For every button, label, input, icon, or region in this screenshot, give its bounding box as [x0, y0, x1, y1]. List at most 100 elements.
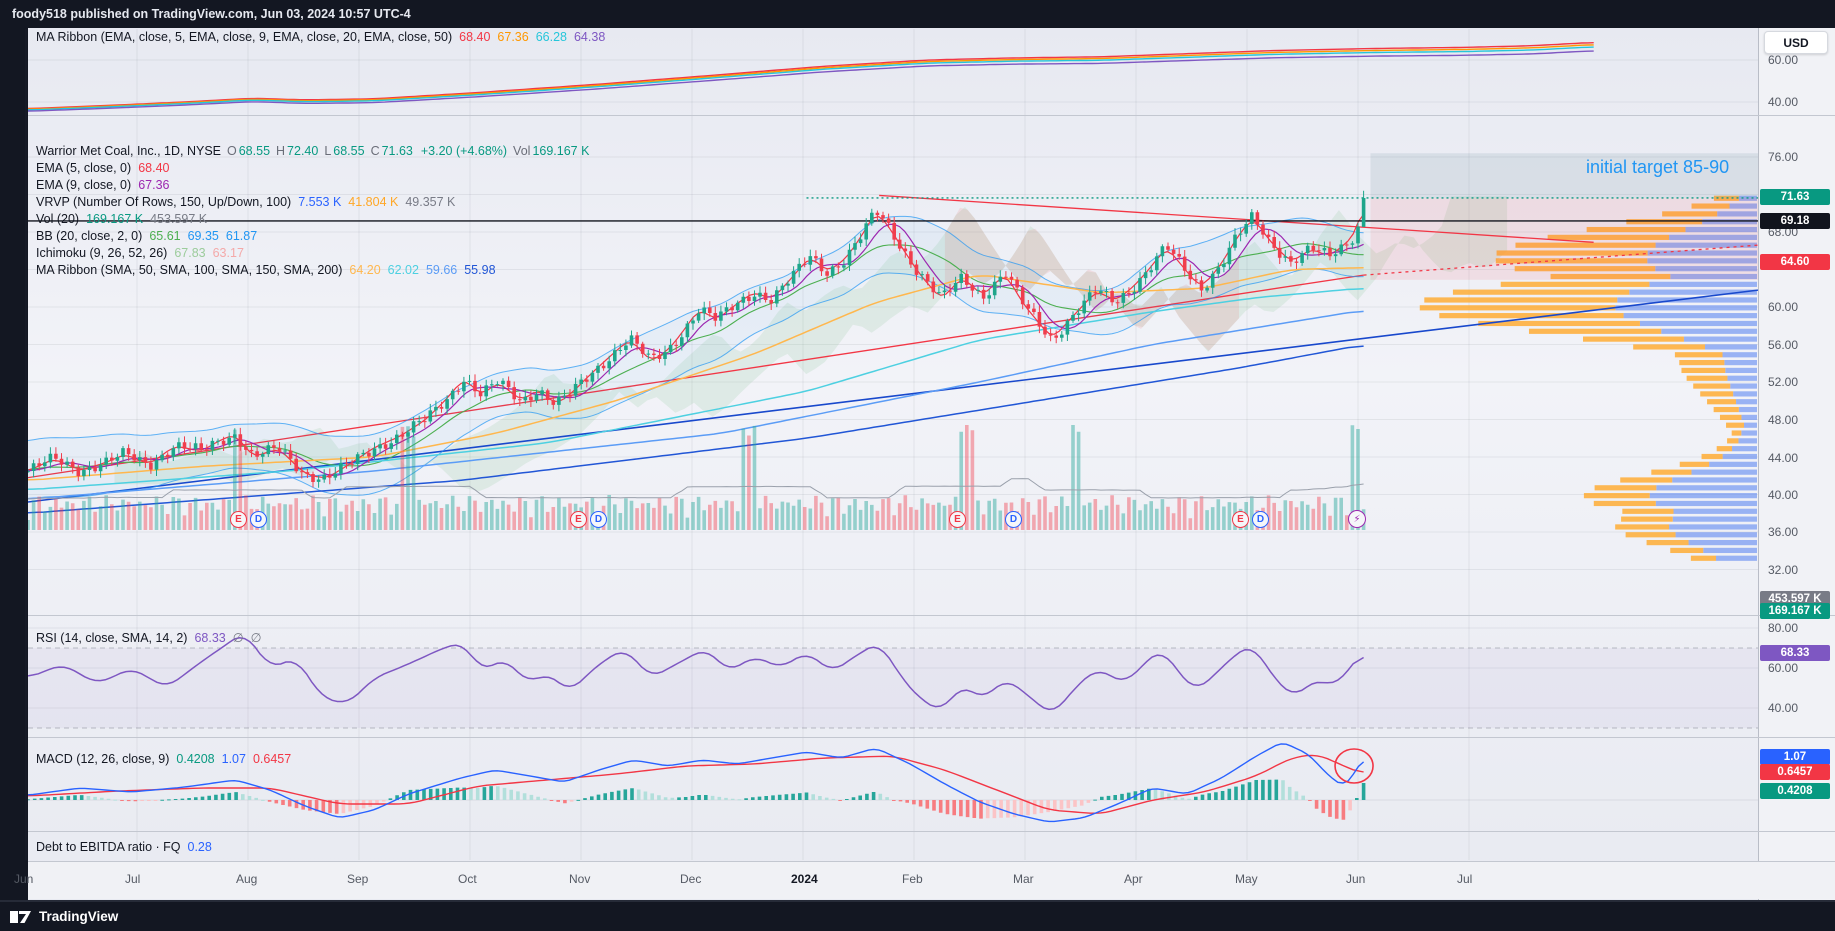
axis-label: 40.00 — [1768, 95, 1799, 109]
earnings-icon[interactable]: E — [230, 511, 247, 528]
earnings-icon[interactable]: E — [1232, 511, 1249, 528]
legend-row-indicator-4[interactable]: BB (20, close, 2, 0) 65.61 69.35 61.87 — [36, 227, 589, 244]
legend-row-debt-ebitda[interactable]: Debt to EBITDA ratio · FQ 0.28 — [36, 838, 212, 855]
currency-button[interactable]: USD — [1764, 31, 1828, 54]
legend-value: 0.28 — [187, 839, 212, 854]
axis-label: 56.00 — [1768, 338, 1799, 352]
legend-ribbon-pane: MA Ribbon (EMA, close, 5, EMA, close, 9,… — [36, 28, 605, 45]
ohlc-key: C — [370, 143, 380, 158]
legend-row-ma-ribbon-ema[interactable]: MA Ribbon (EMA, close, 5, EMA, close, 9,… — [36, 28, 605, 45]
earnings-icon[interactable]: E — [570, 511, 587, 528]
legend-label: VRVP (Number Of Rows, 150, Up/Down, 100) — [36, 194, 292, 209]
legend-value: ∅ — [232, 631, 244, 645]
legend-value: 68.33 — [194, 630, 226, 645]
legend-row-indicator-1[interactable]: EMA (9, close, 0) 67.36 — [36, 176, 589, 193]
ohlc-value: 68.55 — [238, 143, 271, 158]
legend-row-indicator-0[interactable]: EMA (5, close, 0) 68.40 — [36, 159, 589, 176]
pane-separator[interactable] — [28, 831, 1835, 832]
ohlc-key: Vol — [513, 143, 531, 158]
price-badge: 0.4208 — [1760, 783, 1830, 799]
price-badge: 169.167 K — [1760, 603, 1830, 619]
time-axis[interactable]: Jun Jul Aug Sep Oct Nov Dec 2024 Feb Mar Apr May Jun… — [14, 861, 1835, 899]
price-badge: 71.63 — [1760, 189, 1830, 205]
ohlc-value: 68.55 — [333, 143, 365, 158]
legend-value: ∅ — [250, 631, 262, 645]
ohlc-value: 169.167 K — [532, 143, 590, 158]
legend-value: 69.35 — [187, 228, 219, 243]
price-badge: 68.33 — [1760, 645, 1830, 661]
legend-value: 0.4208 — [176, 751, 215, 766]
month-label: Aug — [236, 872, 258, 886]
axis-label: 80.00 — [1768, 621, 1799, 635]
legend-value: 49.357 K — [405, 194, 456, 209]
legend-label: Debt to EBITDA ratio · FQ — [36, 839, 181, 854]
legend-value: 59.66 — [425, 262, 458, 277]
legend-row-rsi[interactable]: RSI (14, close, SMA, 14, 2) 68.33 ∅ ∅ — [36, 629, 262, 646]
legend-label: Warrior Met Coal, Inc., 1D, NYSE — [36, 143, 221, 158]
legend-value: 55.98 — [464, 262, 496, 277]
legend-row-indicator-2[interactable]: VRVP (Number Of Rows, 150, Up/Down, 100)… — [36, 193, 589, 210]
legend-fundamental-pane: Debt to EBITDA ratio · FQ 0.28 — [36, 838, 212, 855]
brand-name[interactable]: TradingView — [39, 909, 119, 924]
axis-label: 48.00 — [1768, 413, 1799, 427]
axis-label: 52.00 — [1768, 375, 1799, 389]
legend-value: 67.36 — [138, 177, 170, 192]
legend-rsi-pane: RSI (14, close, SMA, 14, 2) 68.33 ∅ ∅ — [36, 629, 262, 646]
ohlc-key: H — [276, 143, 286, 158]
legend-value: 67.83 — [174, 245, 206, 260]
legend-label: MA Ribbon (EMA, close, 5, EMA, close, 9,… — [36, 29, 453, 44]
axis-label: 60.00 — [1768, 661, 1799, 675]
ohlc-key: O — [227, 143, 237, 158]
legend-label: RSI (14, close, SMA, 14, 2) — [36, 630, 188, 645]
month-label: Sep — [347, 872, 369, 886]
tradingview-logo-icon[interactable] — [10, 909, 32, 925]
axis-label: 40.00 — [1768, 488, 1799, 502]
month-label: 2024 — [791, 872, 818, 886]
dividend-icon[interactable]: D — [1252, 511, 1269, 528]
axis-label: 76.00 — [1768, 150, 1799, 164]
pane-separator[interactable] — [28, 115, 1835, 116]
legend-value: 67.36 — [497, 29, 529, 44]
legend-label: Ichimoku (9, 26, 52, 26) — [36, 245, 168, 260]
month-label: Jul — [125, 872, 141, 886]
axis-label: 36.00 — [1768, 525, 1799, 539]
legend-row-indicator-5[interactable]: Ichimoku (9, 26, 52, 26) 67.83 63.17 — [36, 244, 589, 261]
legend-label: EMA (5, close, 0) — [36, 160, 132, 175]
month-label: Feb — [902, 872, 923, 886]
axis-label: 60.00 — [1768, 53, 1799, 67]
legend-value: 169.167 K — [86, 211, 144, 226]
legend-value: 65.61 — [149, 228, 181, 243]
ohlc-value: 72.40 — [287, 143, 319, 158]
legend-value: 41.804 K — [348, 194, 399, 209]
ohlc-key: L — [324, 143, 332, 158]
legend-value: 61.87 — [225, 228, 258, 243]
axis-label: 44.00 — [1768, 451, 1799, 465]
dividend-icon[interactable]: D — [250, 511, 267, 528]
dividend-icon[interactable]: D — [590, 511, 607, 528]
target-annotation[interactable]: initial target 85-90 — [1586, 157, 1730, 177]
axis-label: 60.00 — [1768, 300, 1799, 314]
pane-separator[interactable] — [28, 737, 1835, 738]
month-label: May — [1235, 872, 1258, 886]
legend-row-indicator-3[interactable]: Vol (20) 169.167 K 453.597 K — [36, 210, 589, 227]
ohlc-value: 71.63 — [381, 143, 413, 158]
legend-value: 63.17 — [212, 245, 244, 260]
month-label: Jul — [1457, 872, 1473, 886]
legend-label: MA Ribbon (SMA, 50, SMA, 100, SMA, 150, … — [36, 262, 343, 277]
month-label: Dec — [680, 872, 702, 886]
legend-value: 0.6457 — [252, 751, 292, 766]
month-label: Jun — [14, 872, 34, 886]
legend-value: 62.02 — [387, 262, 419, 277]
dividend-icon[interactable]: D — [1005, 511, 1022, 528]
pane-separator[interactable] — [28, 615, 1835, 616]
symbol-title[interactable]: Warrior Met Coal, Inc., 1D, NYSE O 68.55 H 7… — [36, 142, 589, 159]
axis-label: 40.00 — [1768, 701, 1799, 715]
earnings-icon[interactable]: E — [949, 511, 966, 528]
publish-line: foody518 published on TradingView.com, J… — [12, 7, 411, 21]
legend-row-macd[interactable]: MACD (12, 26, close, 9) 0.4208 1.07 0.6457 — [36, 750, 291, 767]
legend-macd-pane: MACD (12, 26, close, 9) 0.4208 1.07 0.6457 — [36, 750, 291, 767]
legend-row-indicator-6[interactable]: MA Ribbon (SMA, 50, SMA, 100, SMA, 150, … — [36, 261, 589, 278]
legend-label: EMA (9, close, 0) — [36, 177, 132, 192]
flash-icon[interactable]: ⚡ — [1348, 510, 1366, 528]
month-label: Nov — [569, 872, 591, 886]
